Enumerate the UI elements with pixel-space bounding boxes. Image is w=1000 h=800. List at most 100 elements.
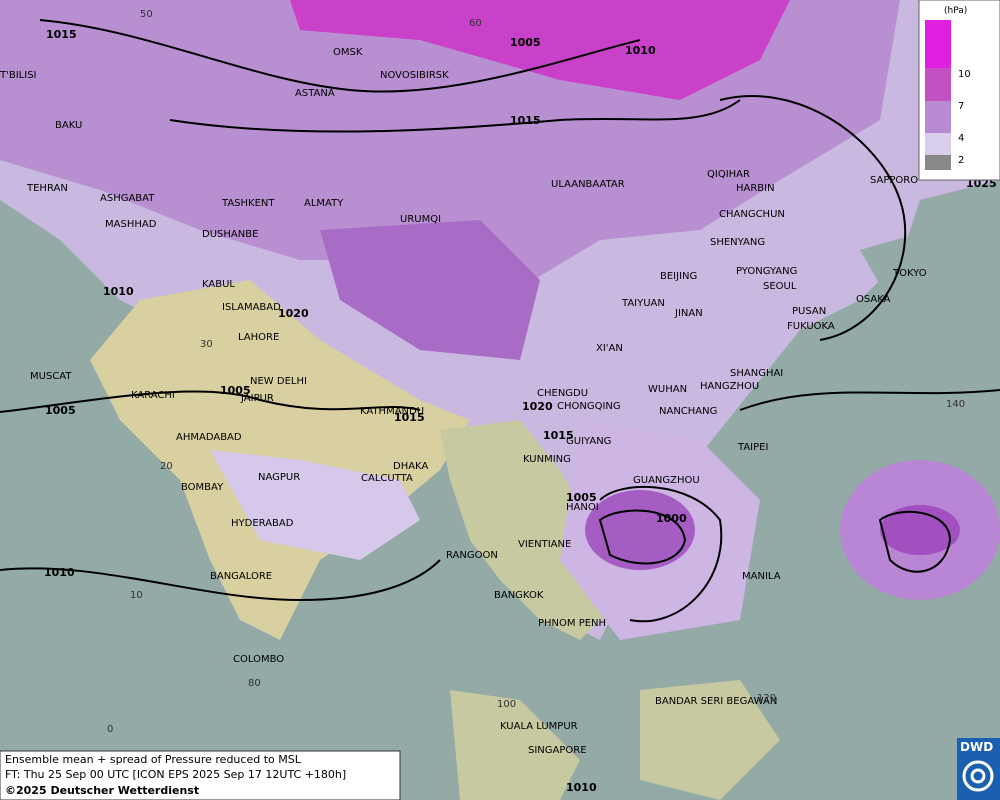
city-label: DHAKA	[393, 461, 428, 472]
city-label: LAHORE	[238, 332, 279, 343]
city-label: BANGALORE	[210, 571, 272, 582]
city-label: AHMADABAD	[176, 432, 242, 443]
isobar	[39, 19, 641, 93]
isobar	[0, 559, 441, 602]
city-label: URUMQI	[400, 214, 441, 225]
city-label: HANOI	[566, 502, 599, 513]
city-label: T'BILISI	[0, 70, 36, 81]
city-label: TAIPEI	[737, 442, 768, 453]
legend-level: 10	[958, 69, 971, 80]
city-label: GUIYANG	[566, 436, 611, 447]
city-label: KARACHI	[131, 390, 175, 401]
city-label: ISLAMABAD	[222, 302, 281, 313]
city-label: SAPPORO	[870, 175, 918, 186]
city-label: SHENYANG	[710, 237, 765, 248]
caption-line: Ensemble mean + spread of Pressure reduc…	[5, 753, 302, 766]
terrain-indochina	[440, 420, 620, 640]
city-label: HANGZHOU	[700, 381, 759, 392]
sea-japan	[860, 230, 980, 320]
legend-swatch	[925, 68, 951, 101]
city-label: KUALA LUMPUR	[500, 721, 578, 732]
legend-swatch	[925, 101, 951, 133]
city-label: WUHAN	[648, 384, 687, 395]
legend-swatch	[925, 20, 951, 68]
spread-pacific-core	[880, 505, 960, 555]
legend: (hPa) 10 7 4 2	[918, 0, 1000, 181]
terrain-sumatra	[450, 690, 580, 800]
city-label: FUKUOKA	[787, 321, 835, 332]
logo-text: DWD	[960, 740, 993, 754]
city-label: PHNOM PENH	[538, 618, 606, 629]
graticule-label: 0	[107, 724, 113, 735]
city-label: TOKYO	[892, 268, 927, 279]
city-label: NAGPUR	[258, 472, 300, 483]
city-label: KABUL	[202, 279, 235, 290]
isobar-label: 1020	[522, 400, 553, 413]
city-label: CHENGDU	[537, 388, 588, 399]
city-label: PUSAN	[792, 306, 826, 317]
city-label: VIENTIANE	[518, 539, 571, 550]
city-label: TEHRAN	[26, 183, 68, 194]
city-label: OSAKA	[856, 294, 891, 305]
city-label: KUNMING	[523, 454, 571, 465]
isobar-label: 1015	[510, 114, 541, 127]
city-label: OMSK	[333, 47, 363, 58]
caption-line: ©2025 Deutscher Wetterdienst	[5, 784, 199, 797]
city-label: SEOUL	[763, 281, 797, 292]
city-label: JAIPUR	[240, 393, 274, 404]
city-label: ASHGABAT	[100, 193, 155, 204]
terrain-borneo	[640, 680, 780, 800]
city-label: QIQIHAR	[707, 169, 750, 180]
graticule-labels: 50 60 30 20 10 80 0 100 120 140	[107, 9, 965, 735]
city-label: BANDAR SERI BEGAWAN	[655, 696, 777, 707]
caption-line: FT: Thu 25 Sep 00 UTC [ICON EPS 2025 Sep…	[5, 768, 346, 781]
graticule-label: 120	[757, 693, 776, 704]
city-label: BEIJING	[660, 271, 697, 282]
spread-india	[210, 450, 420, 560]
city-label: TASHKENT	[221, 198, 275, 209]
city-label: BANGKOK	[494, 590, 544, 601]
isobar-label: 1005	[220, 384, 251, 397]
caption-box	[0, 750, 401, 800]
city-label: BAKU	[55, 120, 82, 131]
isobar	[598, 509, 687, 565]
city-label: TAIYUAN	[621, 298, 665, 309]
isobar-label: 1020	[278, 307, 309, 320]
city-label: MANILA	[742, 571, 781, 582]
city-label: ASTANA	[295, 88, 335, 99]
isobar	[878, 510, 952, 573]
city-label: MASHHAD	[105, 219, 157, 230]
caption: Ensemble mean + spread of Pressure reduc…	[0, 750, 401, 800]
city-label: XI'AN	[596, 343, 623, 354]
isobar-label: 1005	[45, 404, 76, 417]
isobar	[599, 485, 723, 623]
city-labels: OMSK NOVOSIBIRSK ASTANA BAKU T'BILISI TE…	[0, 47, 927, 756]
isobar-label: 1000	[656, 512, 687, 525]
city-label: ULAANBAATAR	[551, 179, 625, 190]
city-label: NOVOSIBIRSK	[380, 70, 449, 81]
legend-level: 7	[958, 101, 964, 112]
isobar-label: 1010	[103, 285, 134, 298]
graticule-label: 30	[200, 339, 213, 350]
graticule-label: 100	[497, 699, 516, 710]
city-label: KATHMANDU	[360, 406, 424, 417]
spread-high	[290, 0, 790, 100]
city-label: COLOMBO	[233, 654, 284, 665]
city-label: NANCHANG	[659, 406, 717, 417]
isobar	[719, 95, 907, 341]
isobar-label: 1010	[44, 566, 75, 579]
city-label: MUSCAT	[30, 371, 72, 382]
city-label: SINGAPORE	[528, 745, 587, 756]
legend-swatch	[925, 155, 951, 170]
isobar-label: 1015	[394, 411, 425, 424]
logo-icon	[970, 768, 986, 784]
isobar	[739, 389, 1000, 411]
legend-unit: (hPa)	[944, 6, 967, 16]
isobar-label: 1015	[46, 28, 77, 41]
legend-level: 4	[958, 133, 964, 144]
city-label: CHANGCHUN	[719, 209, 785, 220]
isobar	[0, 390, 421, 413]
city-label: PYONGYANG	[736, 266, 797, 277]
